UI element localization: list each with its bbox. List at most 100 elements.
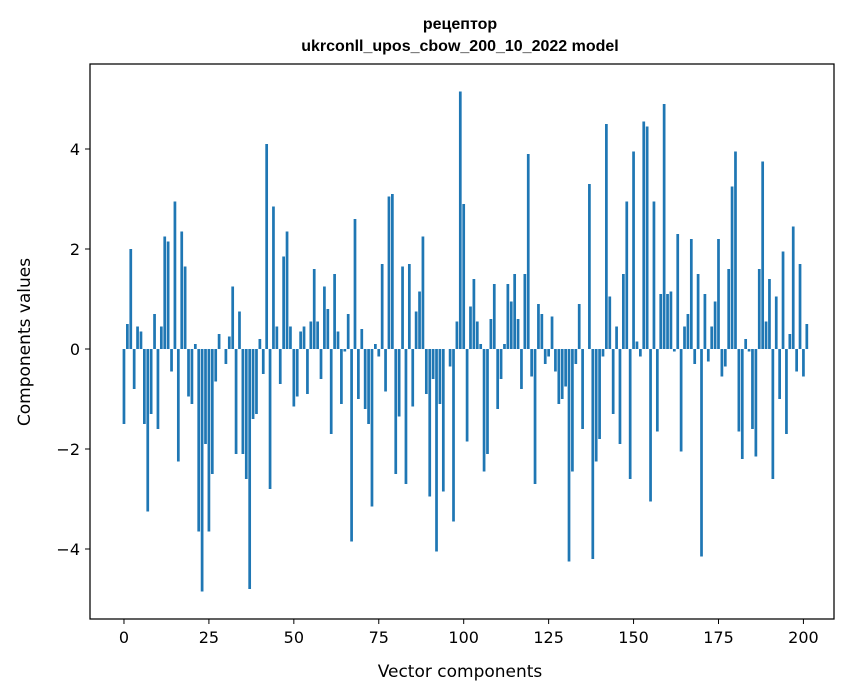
bar-99: [458, 91, 462, 349]
bar-45: [275, 326, 279, 349]
bar-121: [533, 349, 537, 484]
bar-74: [374, 344, 377, 349]
bar-60: [326, 309, 330, 349]
bar-115: [513, 274, 517, 349]
bar-68: [353, 219, 357, 349]
y-axis-ticks: −4 −2 0 2 4: [56, 140, 90, 559]
bar-66: [346, 314, 350, 349]
bar-27: [214, 349, 218, 382]
bar-201: [805, 324, 809, 349]
bar-166: [686, 314, 690, 349]
bar-152: [639, 349, 642, 357]
bar-128: [557, 349, 561, 404]
bar-129: [560, 349, 564, 399]
bar-126: [550, 316, 554, 349]
bar-19: [187, 349, 190, 397]
bar-106: [482, 349, 486, 472]
x-tick-label: 100: [448, 628, 479, 647]
bar-150: [632, 151, 635, 349]
bar-104: [475, 321, 479, 349]
bar-144: [611, 349, 615, 414]
bar-164: [679, 349, 683, 452]
bar-36: [244, 349, 248, 479]
bar-44: [272, 206, 275, 349]
bar-51: [295, 349, 299, 397]
bar-101: [465, 349, 469, 442]
bar-18: [183, 266, 187, 349]
bar-69: [357, 349, 360, 399]
bar-81: [397, 349, 401, 417]
bar-119: [526, 154, 530, 349]
bar-174: [713, 301, 717, 349]
bar-158: [659, 294, 663, 349]
bar-151: [635, 341, 639, 349]
bar-112: [503, 344, 506, 349]
bar-190: [768, 279, 771, 349]
bar-195: [785, 349, 788, 434]
bar-142: [605, 124, 608, 349]
bar-175: [717, 239, 720, 349]
bar-120: [530, 349, 533, 377]
bar-192: [774, 296, 778, 349]
bar-161: [669, 291, 673, 349]
bar-107: [486, 349, 489, 454]
y-tick-label: −4: [56, 540, 80, 559]
bar-77: [384, 349, 387, 392]
bar-91: [431, 349, 435, 379]
bar-63: [336, 331, 340, 349]
bar-155: [649, 349, 652, 502]
bar-167: [689, 239, 693, 349]
bar-97: [452, 349, 455, 522]
bar-130: [564, 349, 567, 387]
bar-199: [798, 264, 802, 349]
bar-187: [757, 269, 761, 349]
bar-38: [251, 349, 255, 419]
bar-116: [516, 319, 520, 349]
bar-93: [438, 349, 442, 404]
bar-33: [234, 349, 238, 454]
y-tick-label: 2: [70, 240, 80, 259]
bar-9: [153, 314, 156, 349]
bar-124: [543, 349, 547, 364]
bar-59: [323, 286, 326, 349]
bar-148: [625, 201, 629, 349]
bar-157: [655, 349, 659, 432]
bar-169: [696, 274, 700, 349]
y-axis-label: Components values: [15, 258, 35, 426]
bar-2: [129, 249, 133, 349]
bar-82: [401, 266, 404, 349]
x-tick-label: 175: [703, 628, 734, 647]
bar-153: [642, 121, 646, 349]
bar-102: [469, 306, 472, 349]
x-tick-label: 25: [199, 628, 219, 647]
bar-79: [391, 194, 394, 349]
x-tick-label: 125: [533, 628, 564, 647]
bar-122: [537, 304, 540, 349]
bar-75: [377, 349, 381, 357]
bar-123: [540, 314, 544, 349]
bar-194: [781, 251, 785, 349]
x-tick-label: 50: [284, 628, 304, 647]
bar-31: [227, 336, 231, 349]
bar-100: [462, 204, 466, 349]
bar-125: [547, 349, 550, 357]
bar-22: [197, 349, 201, 532]
bar-181: [737, 349, 741, 432]
bar-170: [700, 349, 703, 557]
bar-165: [683, 326, 686, 349]
bar-64: [340, 349, 343, 404]
bar-57: [316, 321, 319, 349]
bar-26: [210, 349, 214, 474]
bar-92: [435, 349, 438, 552]
bar-14: [170, 349, 173, 372]
bar-49: [289, 326, 292, 349]
plot-frame: [89, 63, 835, 620]
bar-149: [628, 349, 632, 479]
bar-80: [394, 349, 398, 474]
bar-200: [802, 349, 805, 377]
bar-193: [778, 349, 781, 399]
bar-35: [241, 349, 245, 454]
bar-109: [492, 284, 496, 349]
y-tick-label: 4: [70, 140, 80, 159]
chart-subtitle: ukrconll_upos_cbow_200_10_2022 model: [301, 38, 618, 55]
